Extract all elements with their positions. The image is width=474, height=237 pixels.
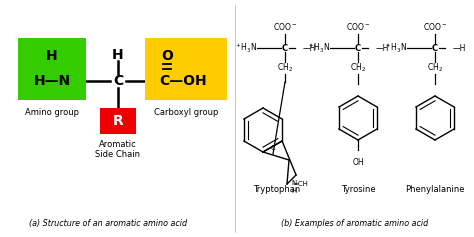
Text: CH$_2$: CH$_2$	[350, 62, 366, 74]
Text: C: C	[355, 44, 361, 53]
Text: (a) Structure of an aromatic amino acid: (a) Structure of an aromatic amino acid	[29, 219, 187, 228]
Text: Tryptophan: Tryptophan	[254, 185, 301, 194]
Text: $^+$H$_3$N: $^+$H$_3$N	[234, 41, 257, 55]
Text: —H: —H	[453, 44, 466, 53]
Text: Phenylalanine: Phenylalanine	[405, 185, 465, 194]
Bar	[100, 108, 136, 134]
Bar	[145, 38, 227, 100]
Text: O: O	[161, 49, 173, 63]
Text: Tyrosine: Tyrosine	[341, 185, 375, 194]
Text: H: H	[46, 49, 58, 63]
Text: Amino group: Amino group	[25, 108, 79, 117]
Text: R: R	[113, 114, 123, 128]
Text: H: H	[292, 188, 297, 194]
Text: C—OH: C—OH	[159, 74, 207, 88]
Text: OH: OH	[352, 158, 364, 167]
Text: COO$^-$: COO$^-$	[273, 21, 297, 32]
Text: C: C	[113, 74, 123, 88]
Text: C: C	[271, 145, 275, 151]
Text: COO$^-$: COO$^-$	[423, 21, 447, 32]
Text: COO$^-$: COO$^-$	[346, 21, 370, 32]
Text: C: C	[432, 44, 438, 53]
Text: N: N	[292, 180, 297, 186]
Text: Aromatic
Side Chain: Aromatic Side Chain	[95, 140, 140, 160]
Text: =CH: =CH	[292, 181, 308, 187]
Text: CH$_2$: CH$_2$	[427, 62, 443, 74]
Text: C: C	[282, 44, 288, 53]
Text: H: H	[112, 48, 124, 62]
Text: (b) Examples of aromatic amino acid: (b) Examples of aromatic amino acid	[282, 219, 428, 228]
Text: $^+$H$_3$N: $^+$H$_3$N	[307, 41, 330, 55]
Text: H—N: H—N	[34, 74, 71, 88]
Text: CH$_2$: CH$_2$	[277, 62, 293, 74]
Text: $^+$H$_3$N: $^+$H$_3$N	[383, 41, 407, 55]
Text: —H: —H	[376, 44, 389, 53]
Bar	[18, 38, 86, 100]
Text: —H: —H	[303, 44, 316, 53]
Text: Carboxyl group: Carboxyl group	[154, 108, 218, 117]
